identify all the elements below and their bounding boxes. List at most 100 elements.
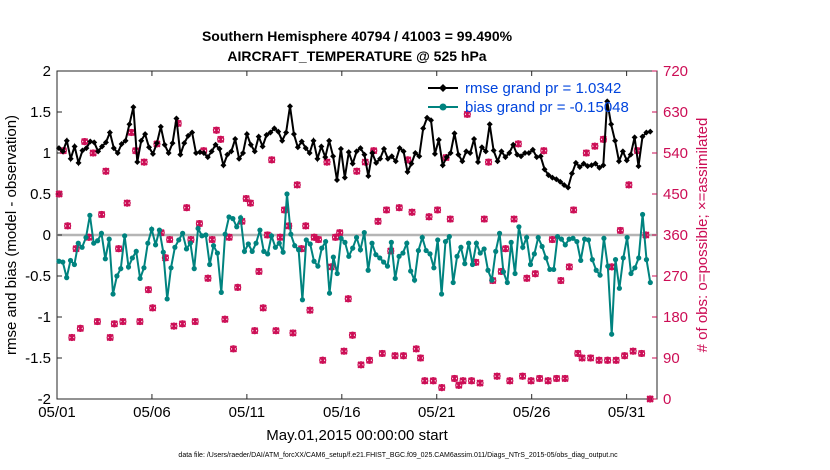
assimilated-obs-point bbox=[570, 206, 578, 214]
legend-marker-rmse bbox=[439, 84, 447, 92]
assimilated-obs-point bbox=[467, 377, 476, 385]
rmse-point bbox=[59, 148, 66, 155]
bias-point bbox=[288, 231, 294, 237]
bias-point bbox=[624, 234, 630, 241]
bias-point bbox=[268, 233, 275, 239]
assimilated-obs-point bbox=[76, 324, 84, 332]
bias-point bbox=[75, 240, 81, 246]
rmse-point bbox=[130, 104, 137, 111]
assimilated-obs-point bbox=[399, 352, 408, 360]
bias-point bbox=[543, 255, 549, 261]
bias-point bbox=[442, 238, 449, 245]
rmse-point bbox=[396, 145, 403, 152]
bias-point bbox=[249, 248, 255, 254]
y2-tick-label: 90 bbox=[663, 350, 680, 367]
bias-point bbox=[56, 258, 62, 264]
data-file-footnote: data file: /Users/raeder/DAI/ATM_forcXX/… bbox=[178, 452, 618, 459]
assimilated-obs-point bbox=[391, 352, 399, 360]
assimilated-obs-point bbox=[149, 304, 157, 312]
rmse-point bbox=[596, 164, 603, 171]
bias-point bbox=[504, 279, 510, 286]
bias-point bbox=[350, 245, 356, 251]
rmse-point bbox=[290, 131, 297, 138]
rmse-point bbox=[146, 144, 153, 151]
bias-point bbox=[141, 265, 147, 271]
rmse-point bbox=[161, 141, 168, 148]
rmse-point bbox=[196, 149, 203, 156]
bias-point bbox=[129, 255, 135, 261]
bias-point bbox=[531, 251, 537, 257]
y2-tick-label: 540 bbox=[663, 145, 688, 162]
rmse-point bbox=[216, 145, 223, 152]
rmse-point bbox=[545, 172, 552, 179]
bias-point bbox=[373, 252, 379, 258]
rmse-point bbox=[427, 117, 434, 124]
bias-point bbox=[110, 291, 116, 297]
assimilated-obs-point bbox=[612, 356, 620, 364]
bias-point bbox=[156, 227, 163, 233]
bias-point bbox=[427, 251, 433, 257]
bias-point bbox=[342, 239, 348, 245]
assimilated-obs-point bbox=[480, 215, 488, 223]
assimilated-obs-point bbox=[553, 374, 561, 383]
assimilated-obs-point bbox=[102, 167, 110, 175]
rmse-point bbox=[529, 146, 536, 153]
bias-point bbox=[71, 261, 77, 268]
bias-point bbox=[257, 227, 263, 233]
rmse-point bbox=[510, 141, 517, 148]
y2-tick-label: 180 bbox=[663, 309, 688, 326]
assimilated-obs-point bbox=[450, 374, 459, 383]
rmse-point bbox=[349, 160, 356, 167]
bias-point bbox=[230, 216, 236, 222]
bias-point bbox=[493, 248, 499, 254]
y2-tick-label: 630 bbox=[663, 104, 688, 121]
bias-point bbox=[558, 236, 565, 242]
bias-point bbox=[388, 239, 394, 245]
bias-point bbox=[315, 263, 321, 269]
rmse-point bbox=[365, 172, 372, 179]
bias-point bbox=[512, 270, 518, 277]
chart-subtitle: AIRCRAFT_TEMPERATURE @ 525 hPa bbox=[227, 48, 486, 64]
rmse-point bbox=[298, 138, 305, 145]
bias-point bbox=[180, 230, 186, 236]
rmse-point bbox=[518, 153, 525, 160]
assimilated-obs-point bbox=[374, 217, 382, 225]
rmse-point bbox=[420, 125, 427, 132]
assimilated-obs-point bbox=[255, 267, 263, 276]
bias-point bbox=[125, 264, 132, 270]
y-axis-label: rmse and bias (model - observation) bbox=[3, 115, 20, 355]
assimilated-obs-point bbox=[425, 213, 433, 221]
rmse-point bbox=[474, 159, 481, 166]
y-tick-label: 0.5 bbox=[30, 186, 51, 203]
rmse-point bbox=[314, 155, 321, 162]
rmse-point bbox=[643, 129, 650, 136]
bias-point bbox=[562, 242, 568, 248]
bias-point bbox=[636, 255, 642, 261]
assimilated-obs-point bbox=[502, 245, 510, 253]
rmse-point bbox=[102, 139, 109, 146]
rmse-point bbox=[153, 140, 160, 147]
rmse-point bbox=[294, 144, 301, 151]
rmse-point bbox=[271, 125, 278, 132]
bias-point bbox=[612, 257, 619, 263]
y2-tick-label: 0 bbox=[663, 391, 671, 408]
bias-point bbox=[582, 236, 588, 242]
rmse-point bbox=[471, 136, 478, 143]
bias-point bbox=[357, 247, 364, 253]
rmse-point bbox=[404, 168, 411, 175]
rmse-point bbox=[122, 137, 129, 144]
assimilated-obs-point bbox=[310, 233, 318, 241]
bias-point bbox=[222, 231, 228, 237]
rmse-point bbox=[435, 136, 442, 143]
assimilated-obs-point bbox=[259, 304, 267, 312]
assimilated-obs-point bbox=[561, 374, 569, 383]
bias-point bbox=[319, 245, 325, 251]
bias-point bbox=[377, 255, 383, 261]
assimilated-obs-point bbox=[55, 190, 63, 198]
assimilated-obs-point bbox=[170, 322, 178, 330]
assimilated-obs-point bbox=[557, 276, 565, 285]
rmse-point bbox=[247, 141, 254, 148]
rmse-point bbox=[326, 137, 333, 144]
rmse-point bbox=[95, 148, 102, 155]
rmse-point bbox=[55, 145, 62, 152]
